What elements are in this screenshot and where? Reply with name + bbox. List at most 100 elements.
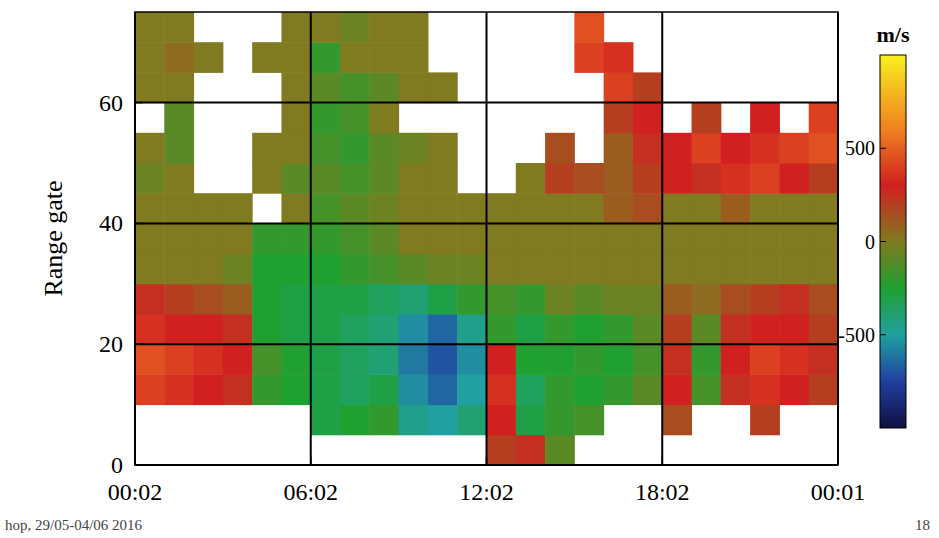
cell	[516, 163, 546, 194]
x-tick	[486, 457, 488, 465]
cell	[164, 72, 194, 103]
cell	[545, 133, 575, 164]
colorbar-tick	[880, 334, 886, 335]
cell	[750, 223, 780, 254]
cell	[428, 314, 458, 345]
cell	[633, 133, 663, 164]
cell	[633, 163, 663, 194]
cell	[281, 223, 311, 254]
cell	[399, 344, 429, 375]
cell	[721, 163, 751, 194]
cell	[340, 163, 370, 194]
y-grid-line	[135, 222, 838, 224]
cell	[369, 12, 399, 43]
cell	[809, 254, 838, 285]
x-grid-line	[486, 12, 488, 465]
cell	[604, 163, 634, 194]
cell	[604, 284, 634, 315]
cell	[779, 314, 809, 345]
cell	[369, 284, 399, 315]
cell	[633, 374, 663, 405]
cell	[399, 72, 429, 103]
cell	[281, 254, 311, 285]
cell	[633, 72, 663, 103]
cell	[516, 284, 546, 315]
cell	[311, 133, 341, 164]
colorbar-tick-label: 500	[845, 137, 875, 159]
cell	[721, 133, 751, 164]
cell	[487, 374, 517, 405]
cell	[399, 12, 429, 43]
cell	[252, 223, 282, 254]
y-tick-label: 0	[111, 452, 123, 478]
cell	[633, 314, 663, 345]
cell	[574, 284, 604, 315]
y-tick	[135, 223, 143, 225]
cell	[692, 314, 722, 345]
cell	[633, 223, 663, 254]
cell	[428, 374, 458, 405]
cell	[340, 374, 370, 405]
cell	[574, 405, 604, 436]
cell	[223, 344, 253, 375]
cell	[662, 284, 692, 315]
cell	[574, 223, 604, 254]
cell	[604, 193, 634, 224]
cell	[487, 314, 517, 345]
cell	[604, 133, 634, 164]
cell	[252, 133, 282, 164]
cell	[545, 163, 575, 194]
cell	[164, 103, 194, 134]
cell	[135, 72, 165, 103]
cell	[545, 314, 575, 345]
cell	[311, 103, 341, 134]
cell	[574, 374, 604, 405]
cell	[779, 344, 809, 375]
cell	[252, 42, 282, 73]
cell	[545, 284, 575, 315]
cell	[369, 193, 399, 224]
cell	[750, 405, 780, 436]
cell	[457, 374, 487, 405]
cell	[779, 163, 809, 194]
cell	[369, 374, 399, 405]
cell	[428, 405, 458, 436]
cell	[516, 223, 546, 254]
cell	[721, 284, 751, 315]
cell	[750, 344, 780, 375]
cell	[399, 193, 429, 224]
cell	[457, 284, 487, 315]
cell	[721, 223, 751, 254]
cell	[721, 193, 751, 224]
cell	[281, 72, 311, 103]
cells	[135, 12, 838, 465]
cell	[750, 254, 780, 285]
x-tick-label: 00:02	[108, 479, 163, 505]
cell	[809, 133, 838, 164]
cell	[164, 163, 194, 194]
cell	[164, 42, 194, 73]
cell	[281, 12, 311, 43]
cell	[692, 103, 722, 134]
cell	[135, 254, 165, 285]
cell	[399, 314, 429, 345]
cell	[311, 72, 341, 103]
cell	[340, 42, 370, 73]
cell	[457, 254, 487, 285]
cell	[428, 72, 458, 103]
grid	[135, 12, 838, 465]
y-tick	[135, 102, 143, 104]
cell	[692, 344, 722, 375]
cell	[311, 193, 341, 224]
cell	[633, 254, 663, 285]
cell	[311, 42, 341, 73]
cell	[399, 163, 429, 194]
cell	[750, 163, 780, 194]
cell	[223, 223, 253, 254]
cell	[399, 284, 429, 315]
x-tick-label: 06:02	[283, 479, 338, 505]
cell	[750, 103, 780, 134]
cell	[135, 12, 165, 43]
cell	[194, 344, 224, 375]
cell	[164, 314, 194, 345]
